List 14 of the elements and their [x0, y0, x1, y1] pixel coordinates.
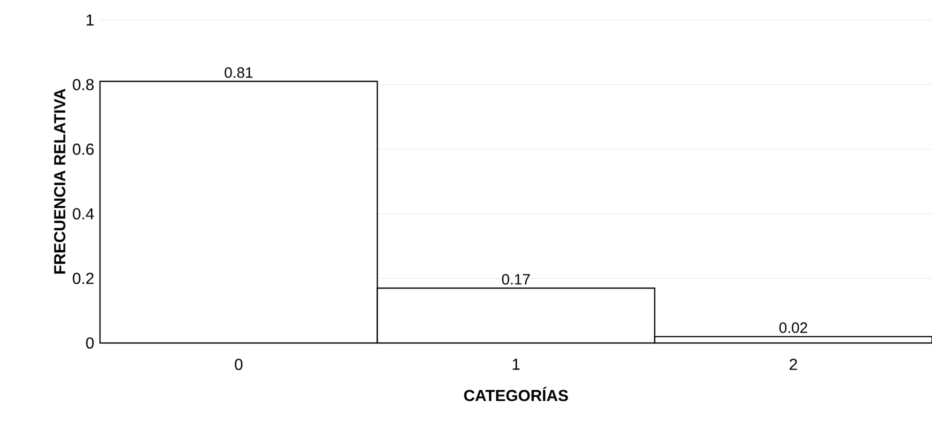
- x-tick-label: 0: [234, 358, 242, 370]
- y-tick-label: 0.4: [72, 208, 94, 220]
- y-tick-label: 0.8: [72, 78, 94, 90]
- x-axis-title: CATEGORÍAS: [464, 386, 568, 402]
- y-tick-label: 1: [86, 14, 94, 26]
- x-tick-label: 1: [512, 358, 520, 370]
- y-axis-title: FRECUENCIA RELATIVA: [54, 88, 66, 274]
- data-label: 0.02: [779, 322, 808, 334]
- x-tick-label: 2: [790, 358, 797, 370]
- y-tick-label: 0: [86, 337, 94, 349]
- y-tick-label: 0.6: [72, 144, 94, 155]
- data-label: 0.17: [502, 274, 530, 285]
- y-tick-label: 0.2: [72, 272, 94, 284]
- data-label: 0.81: [224, 67, 252, 78]
